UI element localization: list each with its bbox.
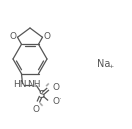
Text: ·: ·: [58, 95, 60, 104]
Text: S: S: [38, 90, 45, 100]
Text: +: +: [108, 64, 113, 70]
Text: =: =: [36, 101, 43, 108]
Text: O: O: [53, 83, 60, 92]
Text: O: O: [53, 97, 60, 106]
Text: Na: Na: [97, 59, 110, 69]
Text: O: O: [44, 32, 51, 41]
Text: =: =: [45, 81, 52, 88]
Text: O: O: [10, 32, 16, 41]
Text: HN: HN: [13, 80, 26, 89]
Text: NH: NH: [27, 80, 40, 89]
Text: O: O: [33, 105, 40, 114]
